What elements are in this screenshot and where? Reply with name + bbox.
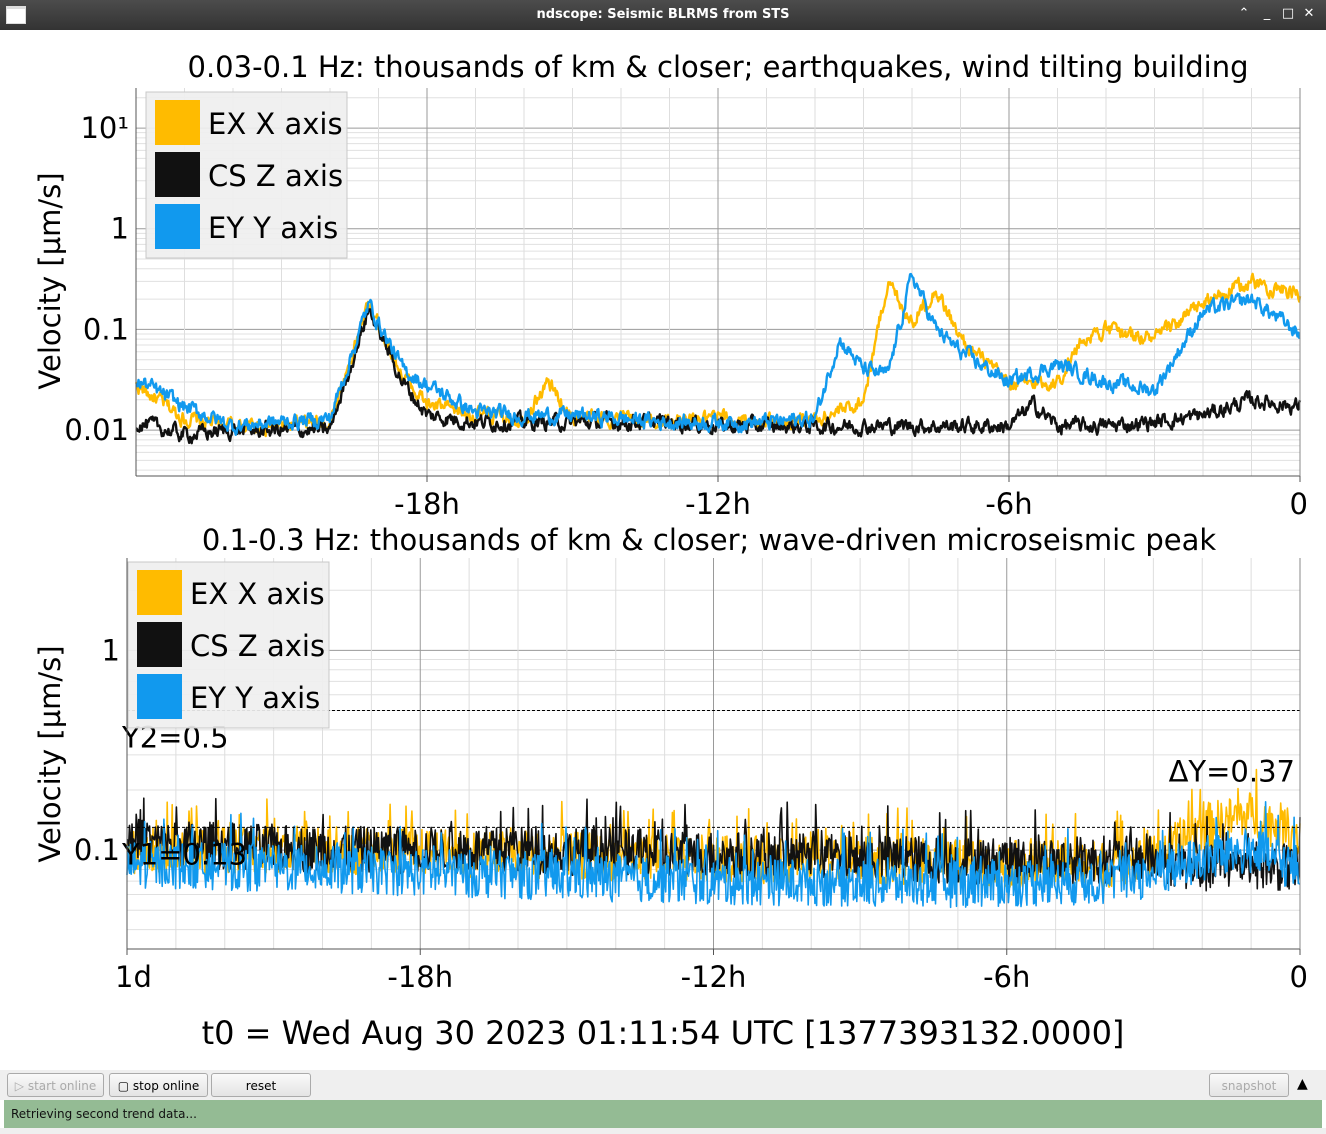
charts-svg: 0.03-0.1 Hz: thousands of km & closer; e… [33, 50, 1308, 1052]
close-icon[interactable]: ✕ [1303, 6, 1315, 21]
menu-chevron-icon[interactable]: ⌃ [1238, 6, 1250, 21]
plot-area: 0.03-0.1 Hz: thousands of km & closer; e… [6, 30, 1320, 1070]
x-tick-label: -6h [985, 487, 1032, 521]
stop-online-button[interactable]: ▢ stop online [109, 1073, 208, 1097]
y-tick-label: 0.1 [83, 312, 129, 346]
play-icon: ▷ [14, 1079, 28, 1093]
cursor-delta-label: ΔY=0.37 [1169, 754, 1295, 788]
legend-label: CS Z axis [190, 629, 325, 663]
x-tick-label: 0 [1290, 487, 1308, 521]
window-titlebar: ndscope: Seismic BLRMS from STS ⌃ _ □ ✕ [0, 0, 1326, 30]
plot-title: 0.1-0.3 Hz: thousands of km & closer; wa… [202, 523, 1217, 557]
stop-icon: ▢ [117, 1079, 133, 1093]
x-tick-label: 0 [1290, 960, 1308, 994]
series-layer [126, 768, 1301, 909]
reset-button[interactable]: reset [211, 1073, 311, 1097]
legend[interactable]: EX X axis CS Z axis EY Y axis [145, 91, 348, 259]
legend-label: CS Z axis [208, 159, 343, 193]
legend-swatch-ex [137, 570, 182, 615]
y-tick-label: 1 [111, 212, 129, 246]
legend-label: EY Y axis [208, 211, 338, 245]
legend-swatch-ey [137, 674, 182, 719]
legend-swatch-cs [155, 152, 200, 197]
x-tick-label: -12h [685, 487, 751, 521]
legend-label: EX X axis [208, 107, 343, 141]
legend-label: EY Y axis [190, 681, 320, 715]
maximize-icon[interactable]: □ [1281, 6, 1295, 21]
legend[interactable]: EX X axis CS Z axis EY Y axis [127, 561, 330, 729]
y-tick-label: 1 [102, 633, 120, 667]
y-axis-label: Velocity [µm/s] [33, 645, 67, 862]
plot-title: 0.03-0.1 Hz: thousands of km & closer; e… [188, 50, 1249, 84]
series-line-ey [126, 801, 1301, 909]
expand-up-icon[interactable]: ▲ [1297, 1076, 1308, 1092]
x-tick-label: -18h [387, 960, 453, 994]
t0-label: t0 = Wed Aug 30 2023 01:11:54 UTC [13773… [202, 1014, 1125, 1052]
window-title: ndscope: Seismic BLRMS from STS [536, 7, 790, 22]
snapshot-button[interactable]: snapshot [1209, 1073, 1289, 1097]
plot-top[interactable]: 0.03-0.1 Hz: thousands of km & closer; e… [33, 50, 1308, 521]
status-bar: Retrieving second trend data... [4, 1100, 1322, 1128]
minimize-icon[interactable]: _ [1263, 6, 1271, 21]
legend-swatch-cs [137, 622, 182, 667]
app-window-icon [6, 6, 26, 24]
axes: 10¹ 1 0.1 0.01 -18h -12h -6h 0 [64, 88, 1308, 521]
plot-bottom[interactable]: 0.1-0.3 Hz: thousands of km & closer; wa… [33, 523, 1308, 994]
x-tick-label: 1d [115, 960, 152, 994]
x-tick-label: -6h [983, 960, 1030, 994]
legend-label: EX X axis [190, 577, 325, 611]
y-tick-label: 10¹ [80, 111, 129, 145]
toolbar: ▷ start online ▢ stop online reset snaps… [0, 1070, 1326, 1100]
series-layer [134, 272, 1302, 445]
series-line-cs [126, 797, 1301, 892]
x-tick-label: -12h [681, 960, 747, 994]
x-tick-label: -18h [394, 487, 460, 521]
axes: 1 0.1 1d -18h -12h -6h 0 [74, 558, 1308, 994]
y-tick-label: 0.01 [64, 413, 129, 447]
window-frame [0, 1128, 1326, 1134]
start-online-button[interactable]: ▷ start online [7, 1073, 104, 1097]
y-tick-label: 0.1 [74, 833, 120, 867]
series-line-ey [135, 272, 1301, 436]
cursor-label-y1: Y1=0.13 [121, 837, 247, 871]
legend-swatch-ex [155, 100, 200, 145]
y-axis-label: Velocity [µm/s] [33, 172, 67, 389]
legend-swatch-ey [155, 204, 200, 249]
